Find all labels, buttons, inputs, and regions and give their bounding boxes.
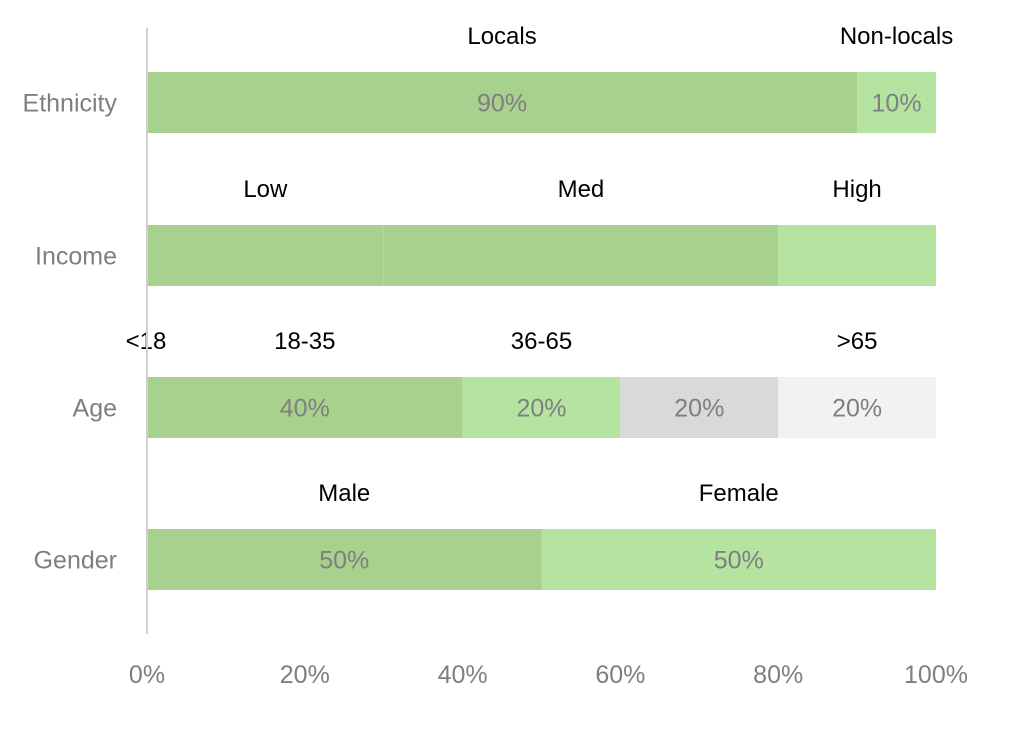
segment-label: High (832, 176, 881, 203)
x-tick-label: 80% (753, 661, 803, 689)
bar-segment (857, 72, 936, 133)
segment-label: Male (318, 480, 370, 507)
category-label: Gender (34, 547, 117, 575)
x-tick-label: 0% (129, 661, 165, 689)
segment-label: 36-65 (511, 328, 572, 355)
bar-segment (778, 377, 936, 438)
bar-segment (778, 225, 936, 286)
segment-label: >65 (837, 328, 878, 355)
data-label: 20% (832, 395, 882, 423)
data-label: 40% (280, 395, 330, 423)
bar-segment (620, 377, 779, 438)
x-tick-label: 100% (904, 661, 968, 689)
bar-segment (147, 529, 542, 590)
segment-label: Non-locals (840, 23, 953, 50)
bar-segment (147, 377, 463, 438)
bar-segment (541, 529, 936, 590)
data-label: 50% (714, 547, 764, 575)
segment-label: Female (699, 480, 779, 507)
segment-label: Locals (467, 23, 536, 50)
data-label: 10% (872, 90, 922, 118)
x-tick-label: 60% (595, 661, 645, 689)
category-label: Income (35, 243, 117, 271)
data-label: 20% (674, 395, 724, 423)
x-tick-label: 20% (280, 661, 330, 689)
data-label: 50% (319, 547, 369, 575)
segment-label: 18-35 (274, 328, 335, 355)
category-label: Ethnicity (23, 90, 118, 118)
data-label: 20% (516, 395, 566, 423)
segment-label: Med (558, 176, 605, 203)
category-label: Age (73, 395, 117, 423)
bar-segment (147, 225, 384, 286)
x-tick-label: 40% (438, 661, 488, 689)
bar-segment (383, 225, 779, 286)
data-label: 90% (477, 90, 527, 118)
bar-segment (147, 72, 858, 133)
bar-segment (462, 377, 621, 438)
segment-label: Low (243, 176, 288, 203)
